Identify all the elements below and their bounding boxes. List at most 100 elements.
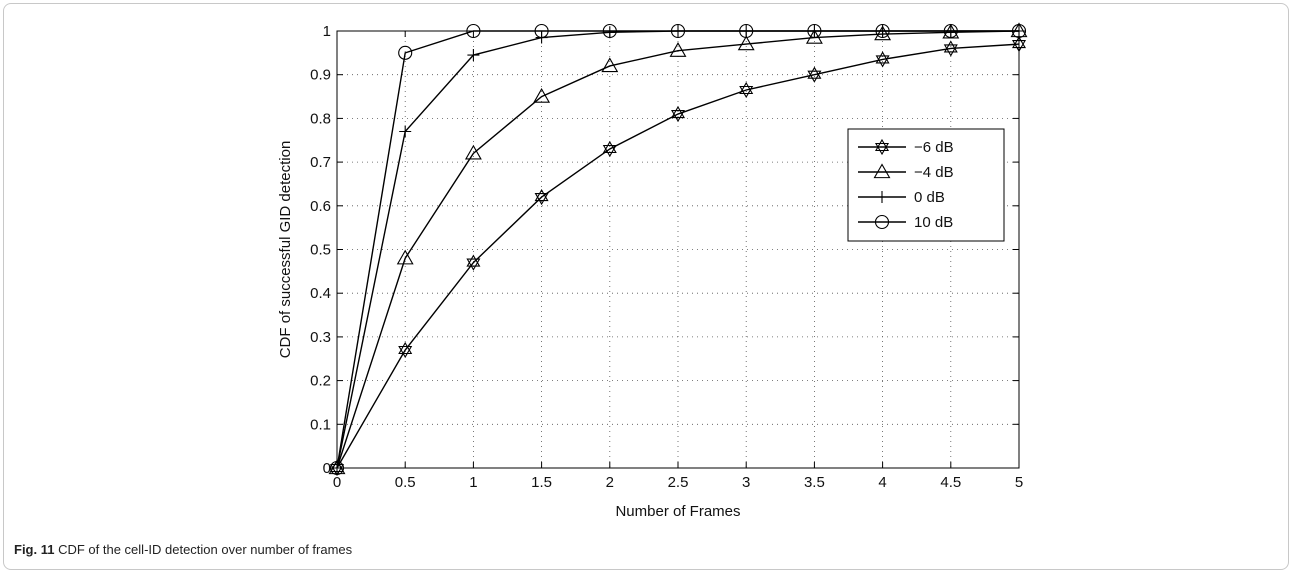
x-tick-label: 4.5	[940, 474, 961, 491]
hexagram-down	[466, 258, 481, 271]
data-point	[1011, 36, 1027, 53]
y-tick-label: 0.9	[310, 67, 331, 84]
hexagram-down	[874, 142, 890, 156]
x-tick-label: 1.5	[531, 474, 552, 491]
data-point	[669, 42, 687, 57]
data-point	[399, 125, 412, 138]
y-tick-label: 0.8	[310, 110, 331, 127]
data-point	[737, 35, 755, 51]
hexagram-up	[807, 66, 822, 79]
series-line	[336, 30, 1020, 469]
legend-entry: 10 dB	[858, 214, 953, 231]
y-tick-label: 0.2	[310, 373, 331, 390]
data-point	[602, 140, 617, 158]
hexagram-down	[398, 345, 413, 359]
hexagram-up	[874, 138, 890, 152]
hexagram-up	[1011, 36, 1027, 49]
y-tick-label: 0.5	[310, 242, 331, 259]
legend-marker	[876, 191, 888, 203]
legend-marker	[874, 138, 890, 156]
hexagram-down	[875, 55, 890, 68]
y-tick-label: 0.4	[310, 285, 331, 302]
series-line	[336, 30, 1019, 469]
data-point	[602, 23, 617, 39]
grid	[337, 31, 1019, 468]
hexagram-down	[602, 144, 617, 158]
data-point	[807, 23, 822, 39]
data-point	[875, 51, 890, 68]
hexagram-up	[670, 105, 686, 119]
legend: −6 dB −4 dB 0 dB 10 dB	[847, 128, 1005, 242]
data-point	[329, 460, 345, 476]
legend-marker	[873, 163, 891, 179]
legend-entry: −4 dB	[858, 163, 954, 181]
x-tick-label: 0.5	[395, 474, 416, 491]
x-tick-label: 0	[333, 474, 341, 491]
hexagram-down	[670, 109, 686, 123]
y-tick-label: 0.7	[310, 154, 331, 171]
x-axis-label: Number of Frames	[615, 503, 740, 520]
series-3	[329, 23, 1027, 476]
hexagram-up	[739, 81, 754, 95]
data-point	[466, 23, 481, 39]
data-point	[1011, 23, 1027, 39]
y-tick-label: 1	[323, 23, 331, 40]
hexagram-down	[534, 193, 549, 206]
hexagram-up	[534, 188, 549, 202]
data-point	[807, 66, 822, 83]
x-tick-label: 2.5	[668, 474, 689, 491]
legend-marker	[874, 214, 890, 230]
figure-caption-text: CDF of the cell-ID detection over number…	[58, 542, 353, 557]
data-point	[943, 40, 958, 57]
figure-caption: Fig. 11 CDF of the cell-ID detection ove…	[14, 542, 352, 557]
data-point	[875, 23, 890, 39]
data-point	[603, 26, 616, 39]
axis-ticks: 0 0.5 1 1.5 2 2.5 3 3.5 4 4.5 5 0 0.1 0.2 0.3 0.4 0.5 0.6…	[310, 23, 1023, 491]
legend-label: −4 dB	[914, 164, 954, 181]
data-point	[467, 49, 480, 62]
data-point	[398, 45, 413, 60]
hexagram-down	[739, 85, 754, 99]
data-point	[874, 25, 892, 41]
y-axis-label: CDF of successful GID detection	[277, 141, 294, 359]
y-tick-label: 0	[323, 460, 331, 477]
data-point	[739, 23, 754, 39]
x-tick-label: 3.5	[804, 474, 825, 491]
legend-label: 0 dB	[914, 189, 945, 206]
hexagram-up	[875, 51, 890, 64]
hexagram-up	[602, 140, 617, 154]
figure-caption-label: Fig. 11	[14, 542, 55, 557]
hexagram-up	[943, 40, 958, 53]
series-0	[329, 36, 1027, 477]
data-point	[534, 188, 549, 206]
data-point	[670, 23, 686, 39]
x-tick-label: 2	[606, 474, 614, 491]
hexagram-up	[466, 254, 481, 267]
data-point	[943, 23, 958, 39]
x-tick-label: 4	[878, 474, 886, 491]
data-point	[464, 144, 482, 160]
data-point	[601, 57, 619, 73]
y-tick-label: 0.3	[310, 329, 331, 346]
x-tick-label: 5	[1015, 474, 1023, 491]
hexagram-up	[398, 341, 413, 355]
y-tick-label: 0.1	[310, 416, 331, 433]
legend-label: −6 dB	[914, 139, 954, 156]
y-tick-label: 0.6	[310, 198, 331, 215]
data-point	[533, 87, 551, 103]
data-point	[398, 341, 413, 359]
data-point	[466, 254, 481, 271]
legend-label: 10 dB	[914, 214, 953, 231]
data-point	[670, 105, 686, 123]
cdf-line-chart: 0 0.5 1 1.5 2 2.5 3 3.5 4 4.5 5 0 0.1 0.2 0.3 0.4 0.5 0.6…	[277, 22, 1028, 520]
hexagram-down	[807, 70, 822, 83]
x-tick-label: 1	[469, 474, 477, 491]
legend-entry: −6 dB	[858, 138, 954, 156]
series-lines	[328, 22, 1028, 477]
data-point	[739, 81, 754, 99]
figure-frame	[3, 3, 1289, 570]
data-point	[534, 23, 549, 39]
hexagram-down	[943, 44, 958, 57]
hexagram-down	[1011, 40, 1027, 53]
x-tick-label: 3	[742, 474, 750, 491]
